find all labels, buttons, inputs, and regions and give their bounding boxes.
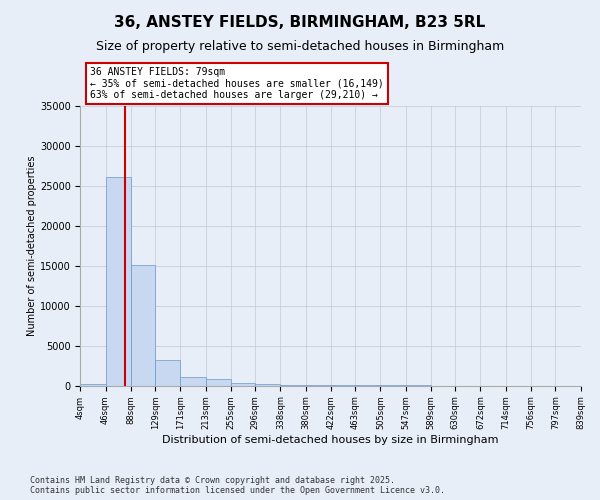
Bar — [106, 177, 131, 386]
Bar — [131, 265, 155, 386]
Bar — [181, 377, 206, 386]
Bar — [280, 385, 305, 386]
Bar — [80, 384, 106, 386]
Bar — [155, 360, 181, 386]
Bar — [206, 378, 231, 386]
Bar — [231, 384, 255, 386]
Text: 36, ANSTEY FIELDS, BIRMINGHAM, B23 5RL: 36, ANSTEY FIELDS, BIRMINGHAM, B23 5RL — [115, 15, 485, 30]
Bar — [255, 384, 280, 386]
Bar — [305, 385, 331, 386]
Text: Contains HM Land Registry data © Crown copyright and database right 2025.
Contai: Contains HM Land Registry data © Crown c… — [30, 476, 445, 495]
Text: Size of property relative to semi-detached houses in Birmingham: Size of property relative to semi-detach… — [96, 40, 504, 53]
Text: 36 ANSTEY FIELDS: 79sqm
← 35% of semi-detached houses are smaller (16,149)
63% o: 36 ANSTEY FIELDS: 79sqm ← 35% of semi-de… — [91, 67, 384, 100]
Y-axis label: Number of semi-detached properties: Number of semi-detached properties — [27, 156, 37, 336]
X-axis label: Distribution of semi-detached houses by size in Birmingham: Distribution of semi-detached houses by … — [162, 435, 499, 445]
